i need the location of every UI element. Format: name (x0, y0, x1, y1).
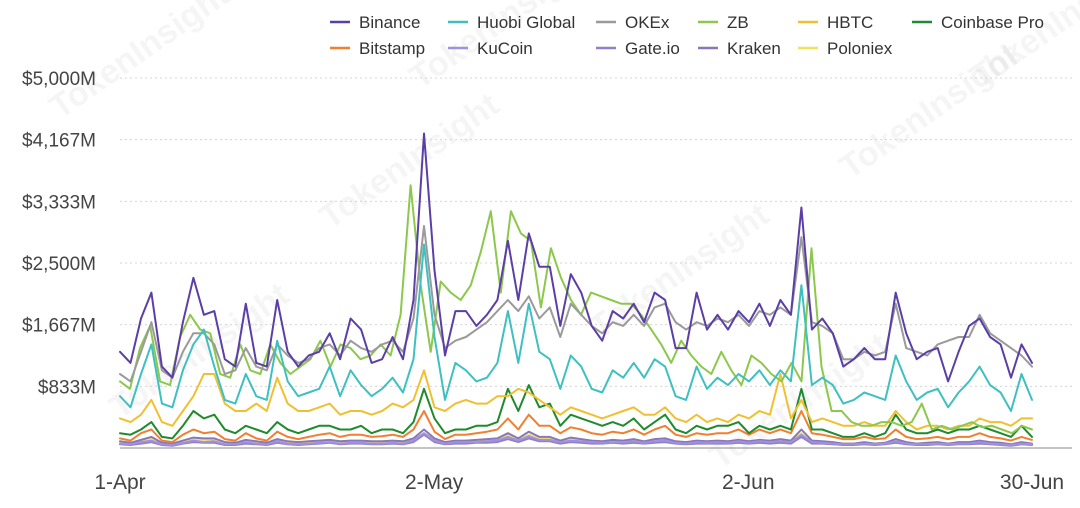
watermark-text: TokenInsight (43, 0, 236, 127)
x-tick-label: 30-Jun (1000, 471, 1064, 494)
series-line-huobi-global (119, 243, 1033, 412)
watermark-layer: TokenInsightTokenInsightTokenInsightToke… (43, 0, 1080, 477)
series-line-coinbase-pro (119, 384, 1033, 440)
legend: Binance Huobi Global OKEx ZB HBTC Coinbase Pr… (330, 13, 1044, 58)
legend-item: Gate.io (596, 39, 680, 58)
legend-label: Kraken (727, 39, 781, 58)
series-line-bitstamp (119, 410, 1033, 444)
watermark-text: TokenInsight (703, 326, 896, 477)
series-line-zb (119, 184, 1033, 435)
legend-label: Bitstamp (359, 39, 425, 58)
legend-label: Poloniex (827, 39, 893, 58)
y-tick-label: $833M (38, 377, 96, 398)
series-lines (119, 132, 1033, 447)
y-tick-label: $1,667M (22, 316, 96, 337)
gridlines (120, 77, 1072, 449)
series-line-binance (119, 132, 1033, 383)
y-tick-label: $4,167M (22, 131, 96, 152)
legend-item: ZB (698, 13, 749, 32)
series-line-kucoin (119, 432, 1033, 446)
x-tick-label: 1-Apr (94, 471, 145, 494)
legend-item: Huobi Global (448, 13, 575, 32)
legend-item: Poloniex (798, 39, 893, 58)
legend-label: Gate.io (625, 39, 680, 58)
legend-label: Huobi Global (477, 13, 575, 32)
y-tick-label: $2,500M (22, 254, 96, 275)
legend-label: ZB (727, 13, 749, 32)
legend-item: OKEx (596, 13, 670, 32)
legend-label: HBTC (827, 13, 873, 32)
legend-item: Coinbase Pro (912, 13, 1044, 32)
x-tick-label: 2-May (405, 471, 464, 494)
legend-item: KuCoin (448, 39, 533, 58)
y-axis: $833M $1,667M $2,500M $3,333M $4,167M $5,000M (22, 69, 96, 398)
y-tick-label: $5,000M (22, 69, 96, 90)
series-line-hbtc (119, 369, 1033, 431)
series-line-okex (119, 225, 1033, 383)
legend-label: KuCoin (477, 39, 533, 58)
y-tick-label: $3,333M (22, 192, 96, 213)
x-tick-label: 2-Jun (722, 471, 775, 494)
x-axis: 1-Apr 2-May 2-Jun 30-Jun (94, 471, 1064, 494)
legend-item: HBTC (798, 13, 873, 32)
legend-item: Binance (330, 13, 420, 32)
legend-label: Coinbase Pro (941, 13, 1044, 32)
legend-item: Bitstamp (330, 39, 425, 58)
legend-label: OKEx (625, 13, 670, 32)
legend-item: Kraken (698, 39, 781, 58)
legend-label: Binance (359, 13, 420, 32)
